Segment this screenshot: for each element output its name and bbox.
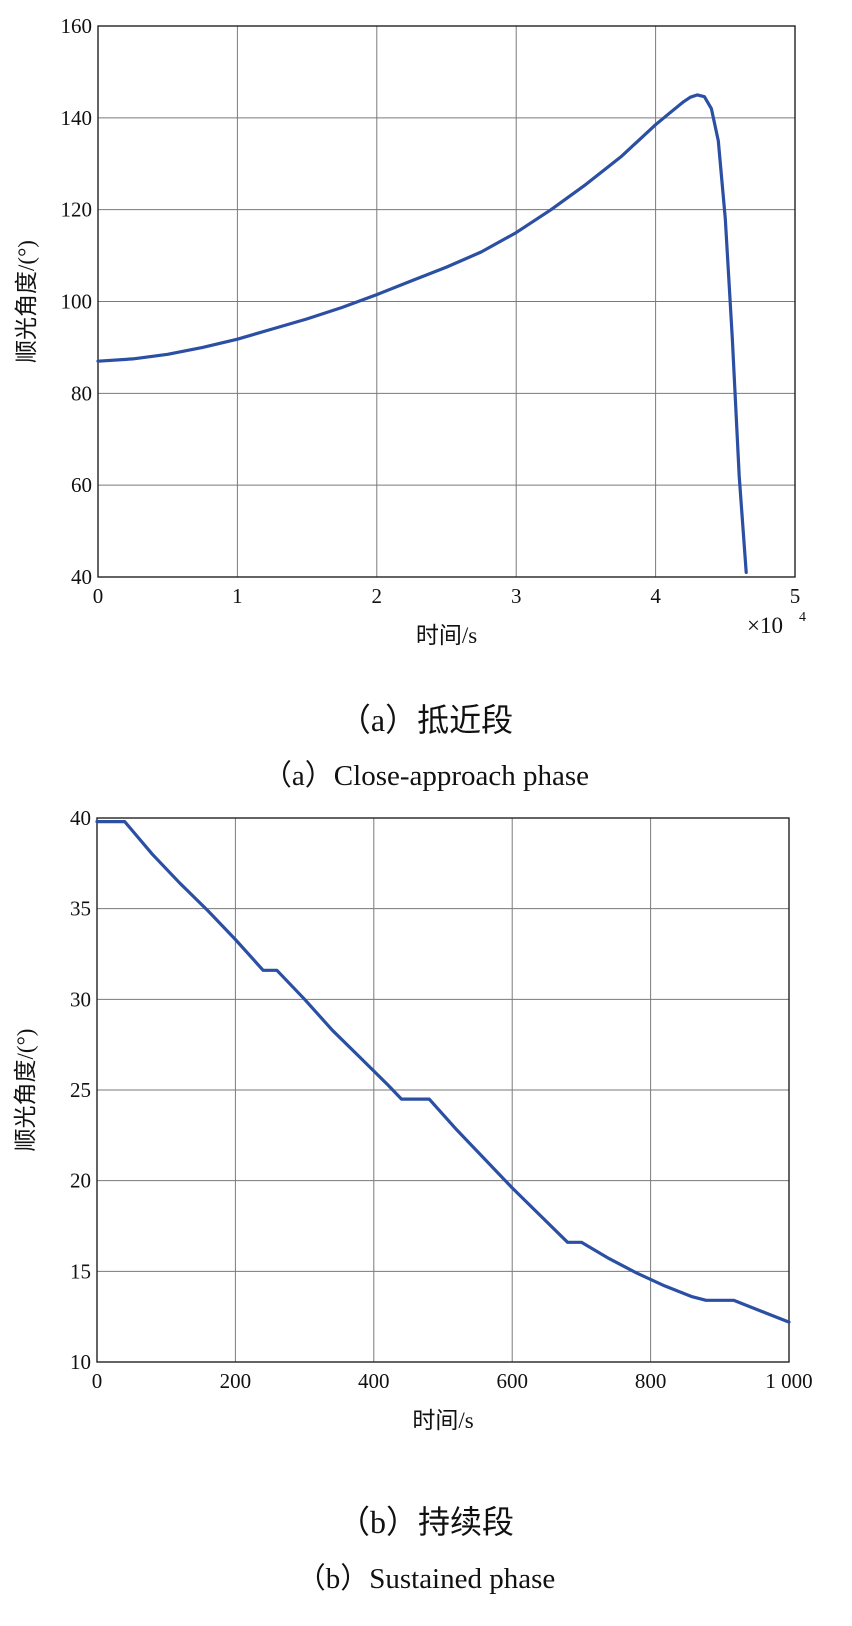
- plot-frame: [97, 25, 796, 578]
- x-tick-label: 0: [93, 584, 104, 608]
- x-axis-label: 时间/s: [412, 1408, 473, 1433]
- x-tick-label: 1 000: [765, 1369, 812, 1393]
- x-multiplier-exponent: 4: [799, 610, 806, 625]
- y-tick-label: 80: [71, 381, 92, 405]
- y-tick-label: 40: [70, 806, 91, 830]
- y-tick-label: 20: [70, 1169, 91, 1193]
- x-tick-label: 5: [790, 584, 801, 608]
- x-multiplier-label: ×10: [747, 613, 783, 638]
- y-tick-label: 30: [70, 987, 91, 1011]
- x-tick-label: 600: [496, 1369, 528, 1393]
- y-tick-label: 160: [61, 14, 93, 38]
- chart-close-approach: 0 1 2 3 4 5 40 60 80 100 120 140 160 时间/s 顺光角度/(°) ×10 4: [14, 14, 806, 648]
- y-tick-label: 35: [70, 897, 91, 921]
- x-tick-label: 400: [358, 1369, 390, 1393]
- y-tick-label: 100: [61, 290, 93, 314]
- y-axis-label: 顺光角度/(°): [13, 1029, 38, 1152]
- plot-frame: [96, 817, 790, 1363]
- x-tick-label: 2: [372, 584, 383, 608]
- y-tick-label: 40: [71, 565, 92, 589]
- x-tick-label: 800: [635, 1369, 667, 1393]
- series-line: [96, 93, 748, 575]
- series-line: [95, 820, 791, 1324]
- x-tick-label: 0: [92, 1369, 103, 1393]
- y-tick-label: 120: [61, 198, 93, 222]
- chart-sustained: 0 200 400 600 800 1 000 10 15 20 25 30 35 40 时间/s 顺光角度…: [13, 806, 813, 1433]
- x-tick-label: 3: [511, 584, 522, 608]
- caption-b-cn: （b）持续段: [337, 1504, 514, 1540]
- y-tick-label: 25: [70, 1078, 91, 1102]
- x-tick-label: 4: [650, 584, 661, 608]
- x-axis-label: 时间/s: [416, 623, 477, 648]
- y-tick-label: 140: [61, 106, 93, 130]
- caption-a-cn: （a）抵近段: [338, 702, 514, 738]
- x-tick-label: 200: [220, 1369, 252, 1393]
- y-tick-label: 10: [70, 1350, 91, 1374]
- y-tick-label: 60: [71, 473, 92, 497]
- y-axis-label: 顺光角度/(°): [14, 240, 39, 363]
- caption-a-en: （a）Close-approach phase: [262, 760, 590, 792]
- caption-b-en: （b）Sustained phase: [296, 1563, 556, 1595]
- y-tick-label: 15: [70, 1259, 91, 1283]
- x-tick-label: 1: [232, 584, 243, 608]
